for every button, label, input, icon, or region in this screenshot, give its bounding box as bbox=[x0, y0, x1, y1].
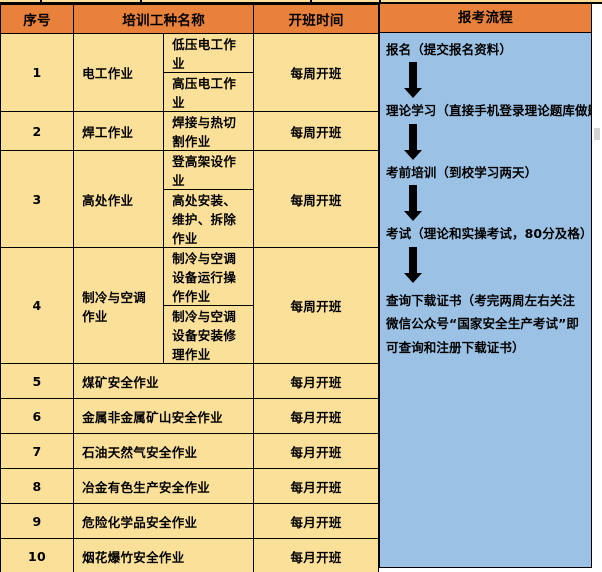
scrollbar-nub[interactable] bbox=[594, 128, 600, 140]
row-time: 每月开班 bbox=[253, 503, 379, 539]
column-header-name: 培训工种名称 bbox=[73, 4, 255, 34]
process-step-3: 考前培训（到校学习两天） bbox=[386, 164, 538, 180]
table-row: 高压电工作业 bbox=[1, 72, 379, 112]
row-time: 每月开班 bbox=[253, 538, 379, 572]
row-no: 5 bbox=[0, 363, 75, 399]
row-time: 每月开班 bbox=[253, 468, 379, 504]
row-subtype: 登高架设作业 bbox=[163, 150, 255, 190]
row-name: 制冷与空调作业 bbox=[73, 247, 165, 364]
table-row: 1 电工作业 低压电工作业 每周开班 bbox=[0, 33, 379, 112]
table-row: 制冷与空调设备安装修理作业 bbox=[1, 305, 379, 364]
table-row: 3 高处作业 登高架设作业 每周开班 bbox=[0, 150, 379, 248]
process-steps-list: 报名（提交报名资料） 理论学习（直接手机登录理论题库做题） 考前培训（到校学习两… bbox=[380, 33, 591, 360]
row-subtype: 焊接与热切割作业 bbox=[163, 111, 255, 151]
row-name: 电工作业 bbox=[73, 33, 165, 112]
training-types-table: 序号 培训工种名称 开班时间 1 电工作业 低压电工作业 每周开班 高压电工作业… bbox=[0, 4, 379, 572]
process-step-4: 考试（理论和实操考试，80分及格） bbox=[386, 226, 592, 242]
table-row: 高处安装、维护、拆除作业 bbox=[1, 189, 379, 248]
row-no: 10 bbox=[0, 538, 75, 572]
row-time: 每周开班 bbox=[253, 150, 379, 248]
arrow-down-icon bbox=[404, 185, 422, 222]
process-step-5: 查询下载证书（考完两周左右关注微信公众号“国家安全生产考试”即可查询和注册下载证… bbox=[386, 292, 580, 356]
row-no: 9 bbox=[0, 503, 75, 539]
cut-off-previous-row bbox=[0, 0, 602, 4]
application-process-column: 报考流程 报名（提交报名资料） 理论学习（直接手机登录理论题库做题） 考前培训（… bbox=[379, 4, 592, 568]
row-name: 焊工作业 bbox=[73, 111, 165, 151]
row-subtype: 高压电工作业 bbox=[163, 72, 255, 112]
row-subtype: 制冷与空调设备安装修理作业 bbox=[163, 305, 255, 364]
row-no: 1 bbox=[0, 33, 75, 112]
row-name: 石油天然气安全作业 bbox=[73, 433, 255, 469]
row-subtype: 高处安装、维护、拆除作业 bbox=[163, 189, 255, 248]
table-row: 5 煤矿安全作业 每月开班 bbox=[0, 363, 379, 399]
row-time: 每月开班 bbox=[253, 398, 379, 434]
row-name: 高处作业 bbox=[73, 150, 165, 248]
arrow-down-icon bbox=[404, 246, 422, 283]
table-row: 6 金属非金属矿山安全作业 每月开班 bbox=[0, 398, 379, 434]
process-step-2: 理论学习（直接手机登录理论题库做题） bbox=[386, 103, 592, 119]
row-no: 6 bbox=[0, 398, 75, 434]
table-row: 2 焊工作业 焊接与热切割作业 每周开班 bbox=[0, 111, 379, 151]
row-name: 烟花爆竹安全作业 bbox=[73, 538, 255, 572]
row-name: 冶金有色生产安全作业 bbox=[73, 468, 255, 504]
row-time: 每周开班 bbox=[253, 247, 379, 364]
row-no: 7 bbox=[0, 433, 75, 469]
table-row: 4 制冷与空调作业 制冷与空调设备运行操作作业 每周开班 bbox=[0, 247, 379, 364]
column-header-process: 报考流程 bbox=[380, 4, 591, 33]
arrow-down-icon bbox=[404, 123, 422, 160]
process-step-1: 报名（提交报名资料） bbox=[386, 42, 513, 57]
table-row: 10 烟花爆竹安全作业 每月开班 bbox=[0, 538, 379, 572]
page-right-gutter bbox=[592, 0, 602, 572]
row-subtype: 制冷与空调设备运行操作作业 bbox=[163, 247, 255, 306]
row-time: 每周开班 bbox=[253, 33, 379, 112]
row-time: 每周开班 bbox=[253, 111, 379, 151]
row-no: 8 bbox=[0, 468, 75, 504]
row-no: 3 bbox=[0, 150, 75, 248]
table-row: 7 石油天然气安全作业 每月开班 bbox=[0, 433, 379, 469]
row-name: 煤矿安全作业 bbox=[73, 363, 255, 399]
table-header-row: 序号 培训工种名称 开班时间 bbox=[0, 4, 379, 34]
row-subtype: 低压电工作业 bbox=[163, 33, 255, 73]
row-no: 4 bbox=[0, 247, 75, 364]
row-time: 每月开班 bbox=[253, 433, 379, 469]
arrow-down-icon bbox=[404, 62, 422, 99]
row-name: 危险化学品安全作业 bbox=[73, 503, 255, 539]
table-body: 1 电工作业 低压电工作业 每周开班 高压电工作业 2 焊工作业 焊接与热切割作… bbox=[0, 33, 379, 572]
row-time: 每月开班 bbox=[253, 363, 379, 399]
row-no: 2 bbox=[0, 111, 75, 151]
column-header-time: 开班时间 bbox=[253, 4, 379, 34]
row-name: 金属非金属矿山安全作业 bbox=[73, 398, 255, 434]
table-row: 9 危险化学品安全作业 每月开班 bbox=[0, 503, 379, 539]
column-header-no: 序号 bbox=[0, 4, 75, 34]
table-row: 8 冶金有色生产安全作业 每月开班 bbox=[0, 468, 379, 504]
